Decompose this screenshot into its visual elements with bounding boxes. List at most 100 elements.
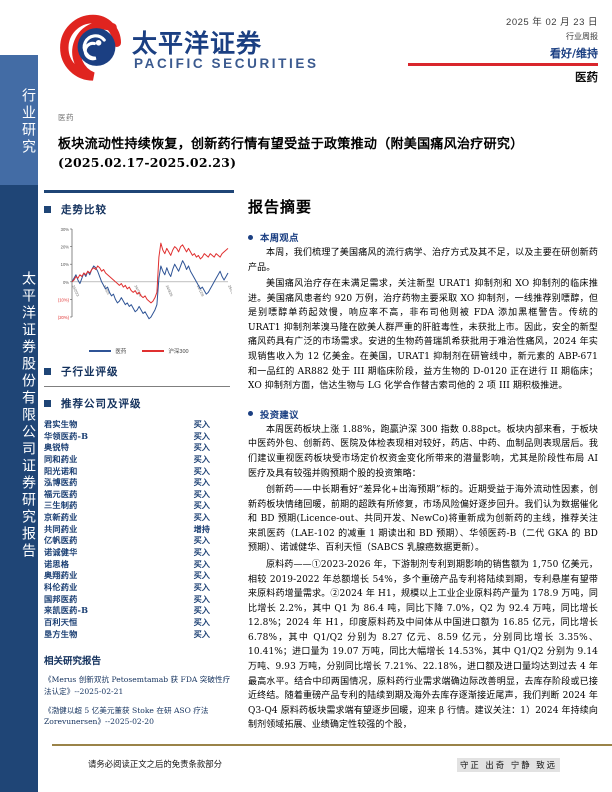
footer-rule xyxy=(52,744,612,746)
company-rating: 增持 xyxy=(193,523,210,534)
company-name: 诺诚健华 xyxy=(44,547,78,558)
table-row: 来凯医药-B 买入 xyxy=(44,605,230,617)
square-bullet-icon xyxy=(44,400,51,407)
company-name: 华领医药-B xyxy=(44,430,89,441)
table-row: 奥翔药业 买入 xyxy=(44,570,230,582)
related-report-item[interactable]: 《渤健以超 5 亿美元董获 Stoke 在研 ASO 疗法 Zorevuners… xyxy=(44,705,209,727)
company-rating: 买入 xyxy=(193,570,210,581)
legend-label-1: 沪深300 xyxy=(168,349,189,355)
rail-top-band xyxy=(0,55,38,185)
company-name: 国邦医药 xyxy=(44,593,78,604)
legend-item-0: 医药 xyxy=(89,347,126,355)
company-name: 科伦药业 xyxy=(44,581,78,592)
report-footer: 请务必阅读正文之后的免责条款部分 守正 出奇 宁静 致远 xyxy=(38,744,612,792)
report-kind: 行业周报 xyxy=(566,32,598,41)
table-row: 国邦医药 买入 xyxy=(44,594,230,606)
table-row: 君实生物 买入 xyxy=(44,419,230,431)
table-row: 共同药业 增持 xyxy=(44,524,230,536)
legend-swatch-0 xyxy=(89,349,112,353)
body-paragraph: 本周医药板块上涨 1.88%，跑赢沪深 300 指数 0.88pct。板块内部来… xyxy=(248,424,598,479)
company-name: 百利天恒 xyxy=(44,616,78,627)
logo-text-en: PACIFIC SECURITIES xyxy=(134,56,319,71)
sector-name: 医药 xyxy=(575,69,598,84)
company-rating: 买入 xyxy=(193,419,210,429)
header-red-rule xyxy=(408,63,598,66)
table-row: 科伦药业 买入 xyxy=(44,582,230,594)
company-name: 京新药业 xyxy=(44,512,78,523)
company-rating: 买入 xyxy=(193,512,210,523)
header-meta: 2025 年 02 月 23 日 行业周报 看好/维持 医药 xyxy=(408,14,598,85)
company-rating: 买入 xyxy=(193,616,210,627)
company-rating: 买入 xyxy=(193,605,210,616)
company-rating: 买入 xyxy=(193,500,210,511)
company-name: 亿帆医药 xyxy=(44,535,78,546)
section-title-recommend: 推荐公司及评级 xyxy=(61,398,142,410)
svg-text:30%: 30% xyxy=(61,227,70,232)
report-summary-body: 本周观点本周，我们梳理了美国痛风的流行病学、治疗方式及其不足，以及主要在研创新药… xyxy=(248,230,598,733)
svg-text:10%: 10% xyxy=(61,262,70,267)
body-paragraph: 原料药——①2023-2026 年，下游制剂专利到期影响的销售额为 1,750 … xyxy=(248,559,598,731)
table-row: 阳光诺和 买入 xyxy=(44,466,230,478)
svg-text:24/5/5: 24/5/5 xyxy=(102,285,110,296)
svg-text:20%: 20% xyxy=(61,245,70,250)
company-name: 同和药业 xyxy=(44,453,78,464)
company-name: 福元医药 xyxy=(44,488,78,499)
company-rating: 买入 xyxy=(193,558,210,569)
company-name: 阳光诺和 xyxy=(44,465,78,476)
company-rating: 买入 xyxy=(193,581,210,592)
company-name: 诺思格 xyxy=(44,558,70,569)
section-title-subsector: 子行业评级 xyxy=(61,366,119,378)
title-block: 医药 板块流动性持续恢复，创新药行情有望受益于政策推动（附美国痛风治疗研究） (… xyxy=(58,112,578,170)
chart-legend: 医药 沪深300 xyxy=(44,347,234,355)
section-heading-row: 本周观点 xyxy=(248,230,598,244)
table-row: 同和药业 买入 xyxy=(44,454,230,466)
table-row: 奥锐特 买入 xyxy=(44,442,230,454)
table-row: 百利天恒 买入 xyxy=(44,617,230,629)
report-summary-title: 报告摘要 xyxy=(248,198,313,216)
divider xyxy=(44,386,230,387)
company-rating: 买入 xyxy=(193,628,210,639)
trend-chart-svg: 30% 20% 10% 0% (10%) (20%) 24/2/23 24/5/5 24/7/1… xyxy=(58,227,236,320)
section-title-related-reports: 相关研究报告 xyxy=(44,656,102,668)
table-row: 泓博医药 买入 xyxy=(44,477,230,489)
section-title-trend: 走势比较 xyxy=(61,204,107,216)
section-subsector-rating: 子行业评级 xyxy=(44,364,234,379)
body-paragraph: 本周，我们梳理了美国痛风的流行病学、治疗方式及其不足，以及主要在研创新药产品。 xyxy=(248,248,598,273)
company-name: 奥翔药业 xyxy=(44,570,78,581)
company-rating: 买入 xyxy=(193,547,210,558)
company-rating: 买入 xyxy=(193,430,210,441)
main-column: 报告摘要 本周观点本周，我们梳理了美国痛风的流行病学、治疗方式及其不足，以及主要… xyxy=(248,196,598,733)
rating-view: 看好/维持 xyxy=(549,47,598,60)
svg-text:24/2/23: 24/2/23 xyxy=(71,285,80,298)
related-report-item[interactable]: 《Merus 创新双抗 Petosemtamab 获 FDA 突破性疗法认定》-… xyxy=(44,675,231,696)
square-bullet-icon xyxy=(44,206,51,213)
company-rating: 买入 xyxy=(193,535,210,546)
brand-logo: 太平洋证券 PACIFIC SECURITIES xyxy=(58,12,316,84)
footer-slogan: 守正 出奇 宁静 致远 xyxy=(457,758,560,772)
company-rating: 买入 xyxy=(193,465,210,476)
company-name: 泓博医药 xyxy=(44,477,78,488)
bullet-dot-icon xyxy=(248,234,253,240)
related-reports-list: 《Merus 创新双抗 Petosemtamab 获 FDA 突破性疗法认定》-… xyxy=(44,674,234,728)
company-rating: 买入 xyxy=(193,453,210,464)
page-title: 板块流动性持续恢复，创新药行情有望受益于政策推动（附美国痛风治疗研究） xyxy=(58,137,524,152)
table-row: 诺诚健华 买入 xyxy=(44,547,230,559)
report-date: 2025 年 02 月 23 日 xyxy=(506,17,598,28)
company-name: 来凯医药-B xyxy=(44,605,89,616)
table-row: 京新药业 买入 xyxy=(44,512,230,524)
rail-label-industry-research: 行业研究 xyxy=(20,88,36,156)
company-name: 三生制药 xyxy=(44,500,78,511)
table-row: 诺思格 买入 xyxy=(44,559,230,571)
trend-comparison-chart: 30% 20% 10% 0% (10%) (20%) 24/2/23 24/5/5 24/7/1… xyxy=(46,221,236,349)
legend-item-1: 沪深300 xyxy=(142,347,189,355)
svg-text:0%: 0% xyxy=(63,280,69,285)
company-rating: 买入 xyxy=(193,488,210,499)
legend-label-0: 医药 xyxy=(115,349,127,355)
svg-text:(20%): (20%) xyxy=(58,315,70,320)
company-name: 共同药业 xyxy=(44,523,78,534)
company-name: 垦方生物 xyxy=(44,628,78,639)
svg-text:24/12/8: 24/12/8 xyxy=(196,285,205,298)
section-recommended-companies: 推荐公司及评级 xyxy=(44,396,234,411)
company-rating: 买入 xyxy=(193,477,210,488)
legend-swatch-1 xyxy=(142,349,165,353)
